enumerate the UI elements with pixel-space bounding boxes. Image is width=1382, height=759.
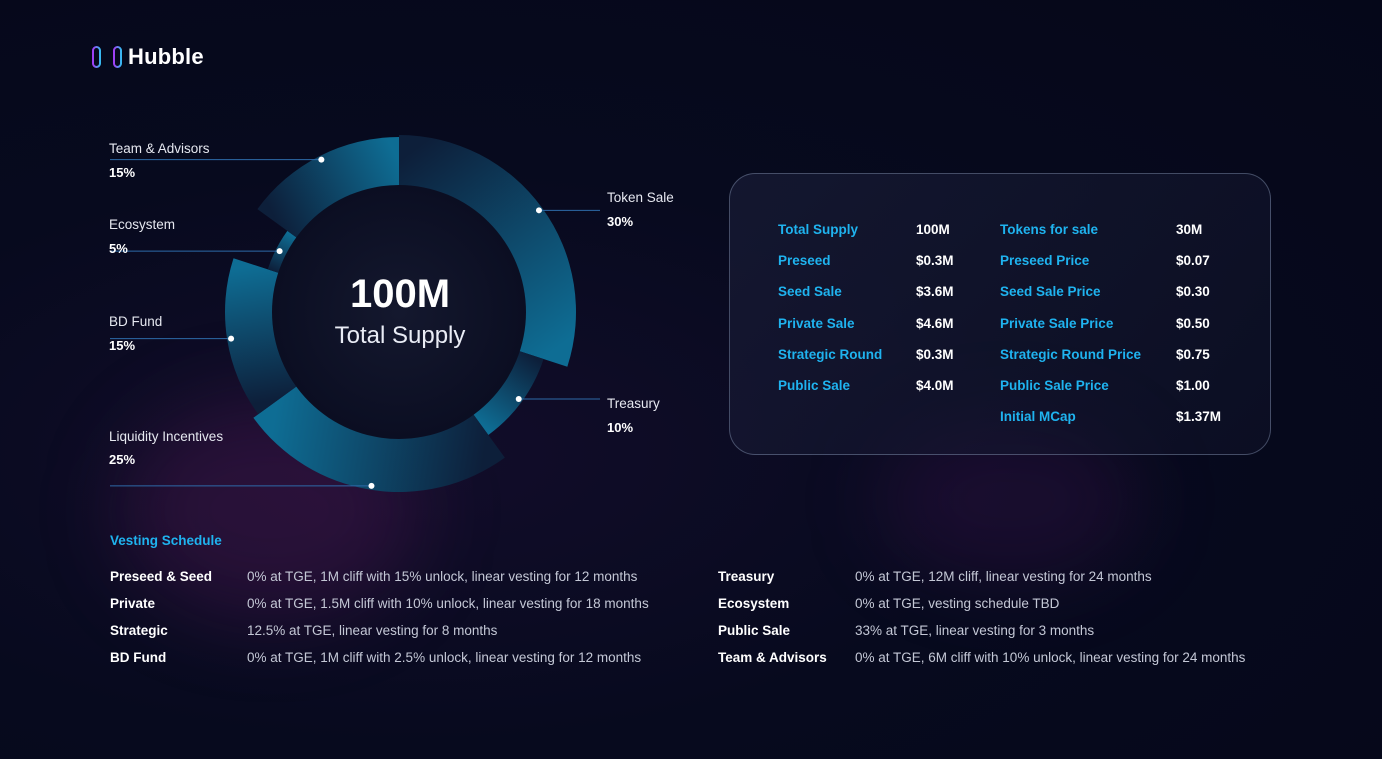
summary-value: $0.50 bbox=[1176, 316, 1210, 331]
slice-label-bd-fund: BD Fund bbox=[109, 314, 163, 329]
donut-slice-bd-fund bbox=[224, 258, 298, 415]
summary-key: Total Supply bbox=[778, 222, 858, 237]
summary-value: $1.37M bbox=[1176, 409, 1222, 424]
summary-value: $3.6M bbox=[916, 284, 954, 299]
vesting-name: Treasury bbox=[718, 569, 775, 584]
hubble-logo-icon bbox=[92, 46, 122, 68]
vesting-desc: 12.5% at TGE, linear vesting for 8 month… bbox=[247, 623, 498, 638]
leader-dot bbox=[318, 156, 325, 163]
summary-value: 100M bbox=[916, 222, 950, 237]
brand-logo: Hubble bbox=[92, 44, 204, 70]
summary-key: Preseed bbox=[778, 253, 831, 268]
vesting-desc: 0% at TGE, 1M cliff with 2.5% unlock, li… bbox=[247, 650, 642, 665]
leader-dot bbox=[368, 482, 375, 489]
vesting-name: Public Sale bbox=[718, 623, 791, 638]
summary-value: $4.6M bbox=[916, 316, 954, 331]
summary-key: Preseed Price bbox=[1000, 253, 1090, 268]
donut-slice-ecosystem bbox=[267, 230, 298, 274]
summary-key: Tokens for sale bbox=[1000, 222, 1099, 237]
summary-key: Public Sale bbox=[778, 378, 851, 393]
summary-value: $0.3M bbox=[916, 253, 954, 268]
donut-slice-treasury bbox=[472, 350, 544, 435]
summary-key: Seed Sale Price bbox=[1000, 284, 1101, 299]
summary-key: Public Sale Price bbox=[1000, 378, 1109, 393]
summary-value: $0.75 bbox=[1176, 347, 1210, 362]
leader-dot bbox=[228, 335, 235, 342]
vesting-desc: 0% at TGE, 1M cliff with 15% unlock, lin… bbox=[247, 569, 638, 584]
summary-key: Seed Sale bbox=[778, 284, 842, 299]
leader-dot bbox=[276, 248, 283, 255]
vesting-name: BD Fund bbox=[110, 650, 167, 665]
leader-dot bbox=[535, 207, 542, 214]
summary-value: $4.0M bbox=[916, 378, 954, 393]
center-value: 100M bbox=[349, 272, 451, 316]
slice-label-team-advisors: Team & Advisors bbox=[109, 141, 210, 156]
token-summary-panel: Total Supply 100M Preseed $0.3M Seed Sal… bbox=[729, 173, 1271, 455]
summary-value: 30M bbox=[1176, 222, 1203, 237]
vesting-desc: 33% at TGE, linear vesting for 3 months bbox=[855, 623, 1095, 638]
vesting-name: Preseed & Seed bbox=[110, 569, 213, 584]
vesting-name: Private bbox=[110, 596, 156, 611]
token-allocation-donut-chart bbox=[110, 135, 600, 493]
slice-label-token-sale: Token Sale bbox=[607, 190, 674, 205]
slice-pct-liquidity-incentives: 25% bbox=[109, 452, 136, 467]
vesting-desc: 0% at TGE, 12M cliff, linear vesting for… bbox=[855, 569, 1152, 584]
vesting-name: Team & Advisors bbox=[718, 650, 827, 665]
donut-slice-token-sale bbox=[399, 135, 576, 367]
summary-key: Strategic Round bbox=[778, 347, 883, 362]
vesting-name: Strategic bbox=[110, 623, 168, 638]
summary-key: Strategic Round Price bbox=[1000, 347, 1142, 362]
summary-value: $0.3M bbox=[916, 347, 954, 362]
brand-name: Hubble bbox=[128, 44, 204, 69]
leader-dot bbox=[515, 395, 522, 402]
summary-key: Private Sale bbox=[778, 316, 855, 331]
center-label: Total Supply bbox=[334, 322, 466, 349]
slice-label-liquidity-incentives: Liquidity Incentives bbox=[109, 429, 224, 444]
vesting-schedule-title: Vesting Schedule bbox=[110, 533, 222, 548]
summary-value: $1.00 bbox=[1176, 378, 1210, 393]
slice-pct-bd-fund: 15% bbox=[109, 338, 136, 353]
vesting-name: Ecosystem bbox=[718, 596, 790, 611]
slice-pct-team-advisors: 15% bbox=[109, 165, 136, 180]
summary-key: Private Sale Price bbox=[1000, 316, 1114, 331]
slice-label-ecosystem: Ecosystem bbox=[109, 217, 176, 232]
vesting-desc: 0% at TGE, 6M cliff with 10% unlock, lin… bbox=[855, 650, 1246, 665]
summary-value: $0.07 bbox=[1176, 253, 1210, 268]
donut-slice-team-advisors bbox=[257, 137, 399, 239]
slice-pct-token-sale: 30% bbox=[607, 214, 634, 229]
slice-pct-ecosystem: 5% bbox=[109, 241, 128, 256]
vesting-desc: 0% at TGE, 1.5M cliff with 10% unlock, l… bbox=[247, 596, 649, 611]
summary-value: $0.30 bbox=[1176, 284, 1210, 299]
slice-label-treasury: Treasury bbox=[607, 396, 660, 411]
slice-pct-treasury: 10% bbox=[607, 420, 634, 435]
summary-key: Initial MCap bbox=[1000, 409, 1076, 424]
vesting-desc: 0% at TGE, vesting schedule TBD bbox=[855, 596, 1060, 611]
